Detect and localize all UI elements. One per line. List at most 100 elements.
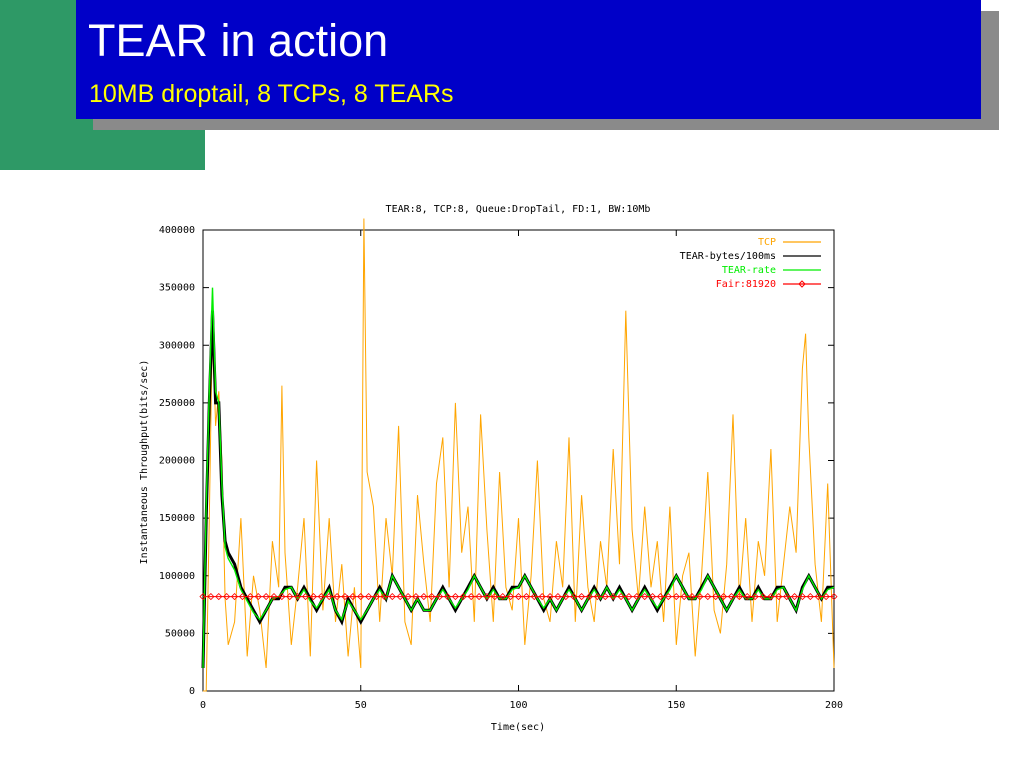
- legend-label: Fair:81920: [716, 279, 776, 290]
- x-tick-label: 50: [355, 700, 367, 711]
- fair-point-marker: [491, 593, 499, 601]
- y-tick-label: 300000: [159, 340, 195, 351]
- fair-point-marker: [625, 593, 633, 601]
- fair-point-marker: [735, 593, 743, 601]
- fair-point-marker: [546, 593, 554, 601]
- fair-point-marker: [751, 593, 759, 601]
- fair-point-marker: [325, 593, 333, 601]
- fair-point-marker: [317, 593, 325, 601]
- legend: TCP TEAR-bytes/100ms TEAR-rate Fair:81920: [680, 237, 821, 290]
- fair-point-marker: [570, 593, 578, 601]
- fair-point-marker: [246, 593, 254, 601]
- fair-point-marker: [443, 593, 452, 601]
- fair-point-marker: [428, 593, 436, 601]
- fair-point-marker: [814, 593, 822, 601]
- fair-point-marker: [254, 593, 262, 601]
- y-tick-label: 200000: [159, 456, 195, 467]
- y-tick-label: 400000: [159, 225, 195, 236]
- fair-point-marker: [467, 593, 475, 601]
- fair-point-marker: [538, 593, 546, 601]
- fair-point-marker: [704, 593, 712, 601]
- fair-point-marker: [775, 593, 783, 601]
- series-line-tear-bytes-100ms: [201, 310, 834, 669]
- slide-title: TEAR in action: [88, 15, 389, 66]
- fair-point-marker: [664, 593, 672, 601]
- fair-point-marker: [301, 593, 310, 601]
- fair-point-marker: [451, 593, 459, 601]
- fair-point-marker: [333, 593, 341, 601]
- fair-point-marker: [649, 593, 657, 601]
- x-tick-label: 0: [200, 700, 206, 711]
- fair-point-marker: [585, 593, 594, 601]
- fair-point-marker: [475, 593, 483, 601]
- fair-point-marker: [783, 593, 791, 601]
- fair-point-marker: [798, 593, 807, 601]
- fair-point-marker: [278, 593, 286, 601]
- fair-point-marker: [396, 593, 404, 601]
- y-tick-label: 350000: [159, 283, 195, 294]
- fair-point-marker: [617, 593, 625, 601]
- fair-point-marker: [696, 593, 704, 601]
- fair-point-marker: [483, 593, 491, 601]
- fair-point-marker: [238, 593, 247, 601]
- fair-point-marker: [223, 593, 231, 601]
- fair-point-marker: [641, 593, 649, 601]
- fair-point-marker: [562, 593, 570, 601]
- x-tick-label: 150: [667, 700, 685, 711]
- fair-point-marker: [688, 593, 696, 601]
- y-tick-label: 100000: [159, 571, 195, 582]
- x-tick-label: 100: [509, 700, 527, 711]
- fair-point-marker: [554, 593, 562, 601]
- legend-marker: [798, 280, 806, 288]
- fair-point-marker: [207, 593, 215, 601]
- fair-point-marker: [514, 593, 523, 601]
- series-line-tcp: [203, 218, 835, 692]
- fair-point-marker: [404, 593, 412, 601]
- fair-point-marker: [380, 593, 388, 601]
- fair-point-marker: [215, 593, 223, 601]
- fair-point-marker: [507, 593, 515, 601]
- fair-point-marker: [365, 593, 373, 601]
- legend-label: TEAR-rate: [722, 265, 776, 276]
- legend-label: TCP: [758, 237, 776, 248]
- fair-point-marker: [372, 593, 381, 601]
- fair-point-marker: [767, 593, 775, 601]
- x-axis-label: Time(sec): [491, 722, 545, 733]
- fair-point-marker: [609, 593, 617, 601]
- fair-point-marker: [388, 593, 396, 601]
- y-tick-label: 150000: [159, 513, 195, 524]
- fair-point-marker: [459, 593, 467, 601]
- plot-frame: [202, 229, 835, 692]
- fair-point-marker: [830, 593, 838, 601]
- fair-point-marker: [656, 593, 665, 601]
- fair-point-marker: [727, 593, 736, 601]
- series-layer: [199, 218, 838, 692]
- fair-point-marker: [530, 593, 538, 601]
- fair-point-marker: [230, 593, 239, 601]
- x-tick-label: 200: [825, 700, 843, 711]
- fair-point-marker: [601, 593, 609, 601]
- fair-point-marker: [578, 593, 586, 601]
- y-tick-label: 50000: [165, 628, 195, 639]
- series-line-tear-rate: [202, 287, 835, 669]
- fair-point-marker: [309, 593, 317, 601]
- fair-point-marker: [759, 593, 767, 601]
- y-tick-label: 250000: [159, 398, 195, 409]
- fair-point-marker: [522, 593, 530, 601]
- y-tick-label: 0: [189, 686, 195, 697]
- fair-point-marker: [270, 593, 278, 601]
- fair-point-marker: [806, 593, 814, 601]
- fair-point-marker: [672, 593, 680, 601]
- fair-point-marker: [412, 593, 420, 601]
- fair-point-marker: [743, 593, 751, 601]
- fair-point-marker: [822, 593, 830, 601]
- slide-subtitle: 10MB droptail, 8 TCPs, 8 TEARs: [89, 80, 454, 108]
- axis-ticks: 0 50 100 150 200 0 50000 100000 150000 200000 2500…: [159, 225, 843, 711]
- fair-point-marker: [712, 593, 720, 601]
- fair-point-marker: [199, 593, 207, 601]
- fair-point-marker: [262, 593, 270, 601]
- chart-title: TEAR:8, TCP:8, Queue:DropTail, FD:1, BW:…: [386, 204, 651, 215]
- fair-point-marker: [341, 593, 349, 601]
- fair-point-marker: [633, 593, 641, 601]
